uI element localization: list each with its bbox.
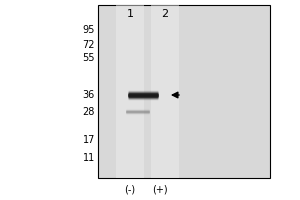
Text: 55: 55 bbox=[82, 53, 95, 63]
Bar bbox=[116, 5, 144, 178]
Text: 2: 2 bbox=[161, 9, 169, 19]
Bar bbox=[98, 5, 270, 178]
Text: 28: 28 bbox=[82, 107, 95, 117]
Text: 36: 36 bbox=[83, 90, 95, 100]
Text: 11: 11 bbox=[83, 153, 95, 163]
Bar bbox=[151, 5, 179, 178]
Text: 95: 95 bbox=[82, 25, 95, 35]
Text: 72: 72 bbox=[82, 40, 95, 50]
Text: (-): (-) bbox=[124, 185, 136, 195]
Text: 17: 17 bbox=[82, 135, 95, 145]
Text: 1: 1 bbox=[127, 9, 134, 19]
Text: (+): (+) bbox=[152, 185, 168, 195]
